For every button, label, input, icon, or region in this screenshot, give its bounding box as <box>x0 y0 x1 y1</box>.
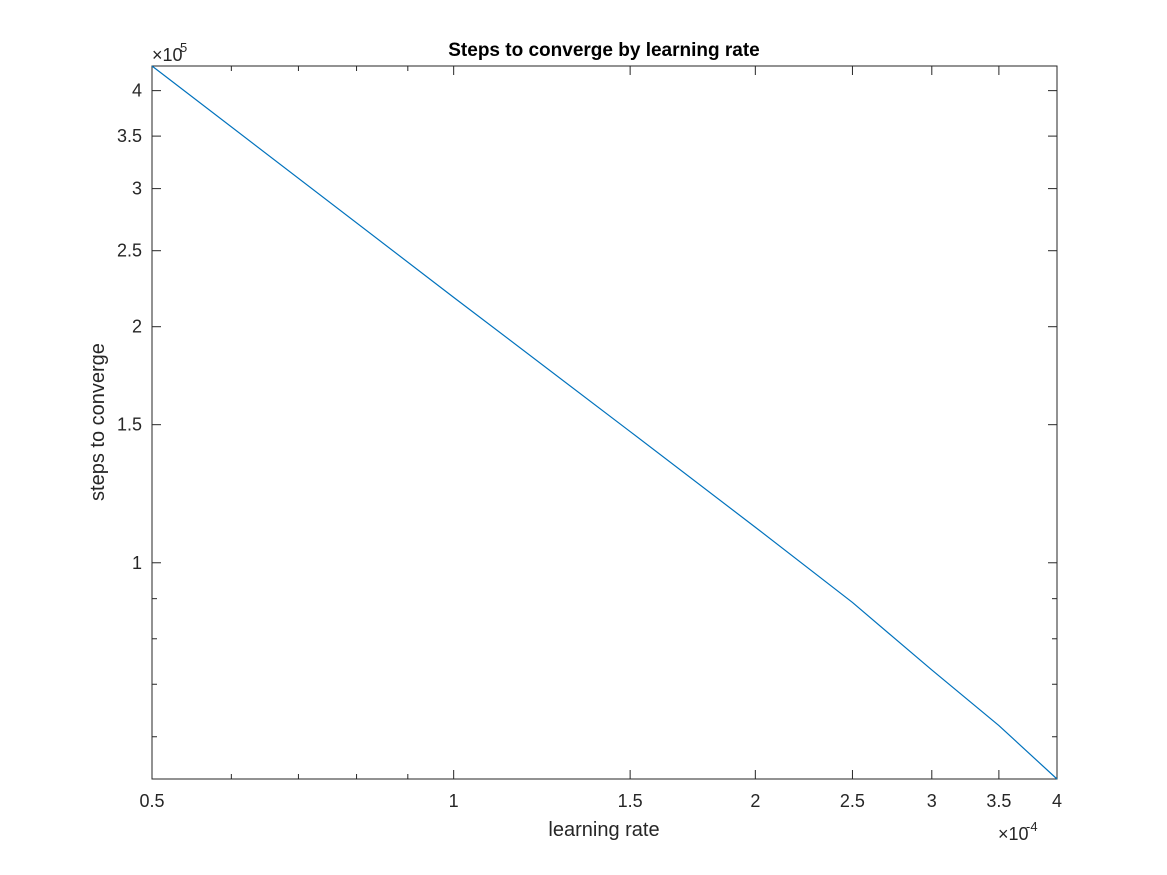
y-tick-label: 1 <box>132 553 142 573</box>
series-group <box>151 65 1058 780</box>
x-tick-label: 3 <box>927 791 937 811</box>
y-axis-label: steps to converge <box>87 343 109 501</box>
x-tick-label: 1.5 <box>618 791 643 811</box>
x-tick-label: 2.5 <box>840 791 865 811</box>
x-tick-label: 0.5 <box>139 791 164 811</box>
x-tick-label: 1 <box>449 791 459 811</box>
x-tick-label: 4 <box>1052 791 1062 811</box>
x-axis-label: learning rate <box>548 819 659 841</box>
x-multiplier-base: ×10 <box>998 824 1029 844</box>
x-tick-label: 2 <box>750 791 760 811</box>
chart-title: Steps to converge by learning rate <box>448 40 759 61</box>
major-ticks <box>151 66 1058 779</box>
y-multiplier: ×10 5 <box>152 40 187 65</box>
y-multiplier-base: ×10 <box>152 45 183 65</box>
plot-area <box>151 65 1058 780</box>
y-tick-label: 3.5 <box>117 126 142 146</box>
x-tick-label: 3.5 <box>986 791 1011 811</box>
x-multiplier-exponent: -4 <box>1026 819 1038 834</box>
x-tick-labels: 0.5 1 1.5 2 2.5 3 3.5 4 <box>139 791 1062 811</box>
y-tick-label: 2.5 <box>117 241 142 261</box>
series-line <box>151 65 1058 780</box>
y-tick-label: 3 <box>132 179 142 199</box>
y-tick-labels: 1 1.5 2 2.5 3 3.5 4 <box>117 81 142 573</box>
minor-ticks <box>152 66 1057 779</box>
y-tick-label: 4 <box>132 81 142 101</box>
y-tick-label: 2 <box>132 317 142 337</box>
y-multiplier-exponent: 5 <box>180 40 187 55</box>
x-multiplier: ×10 -4 <box>998 819 1038 844</box>
y-tick-label: 1.5 <box>117 415 142 435</box>
